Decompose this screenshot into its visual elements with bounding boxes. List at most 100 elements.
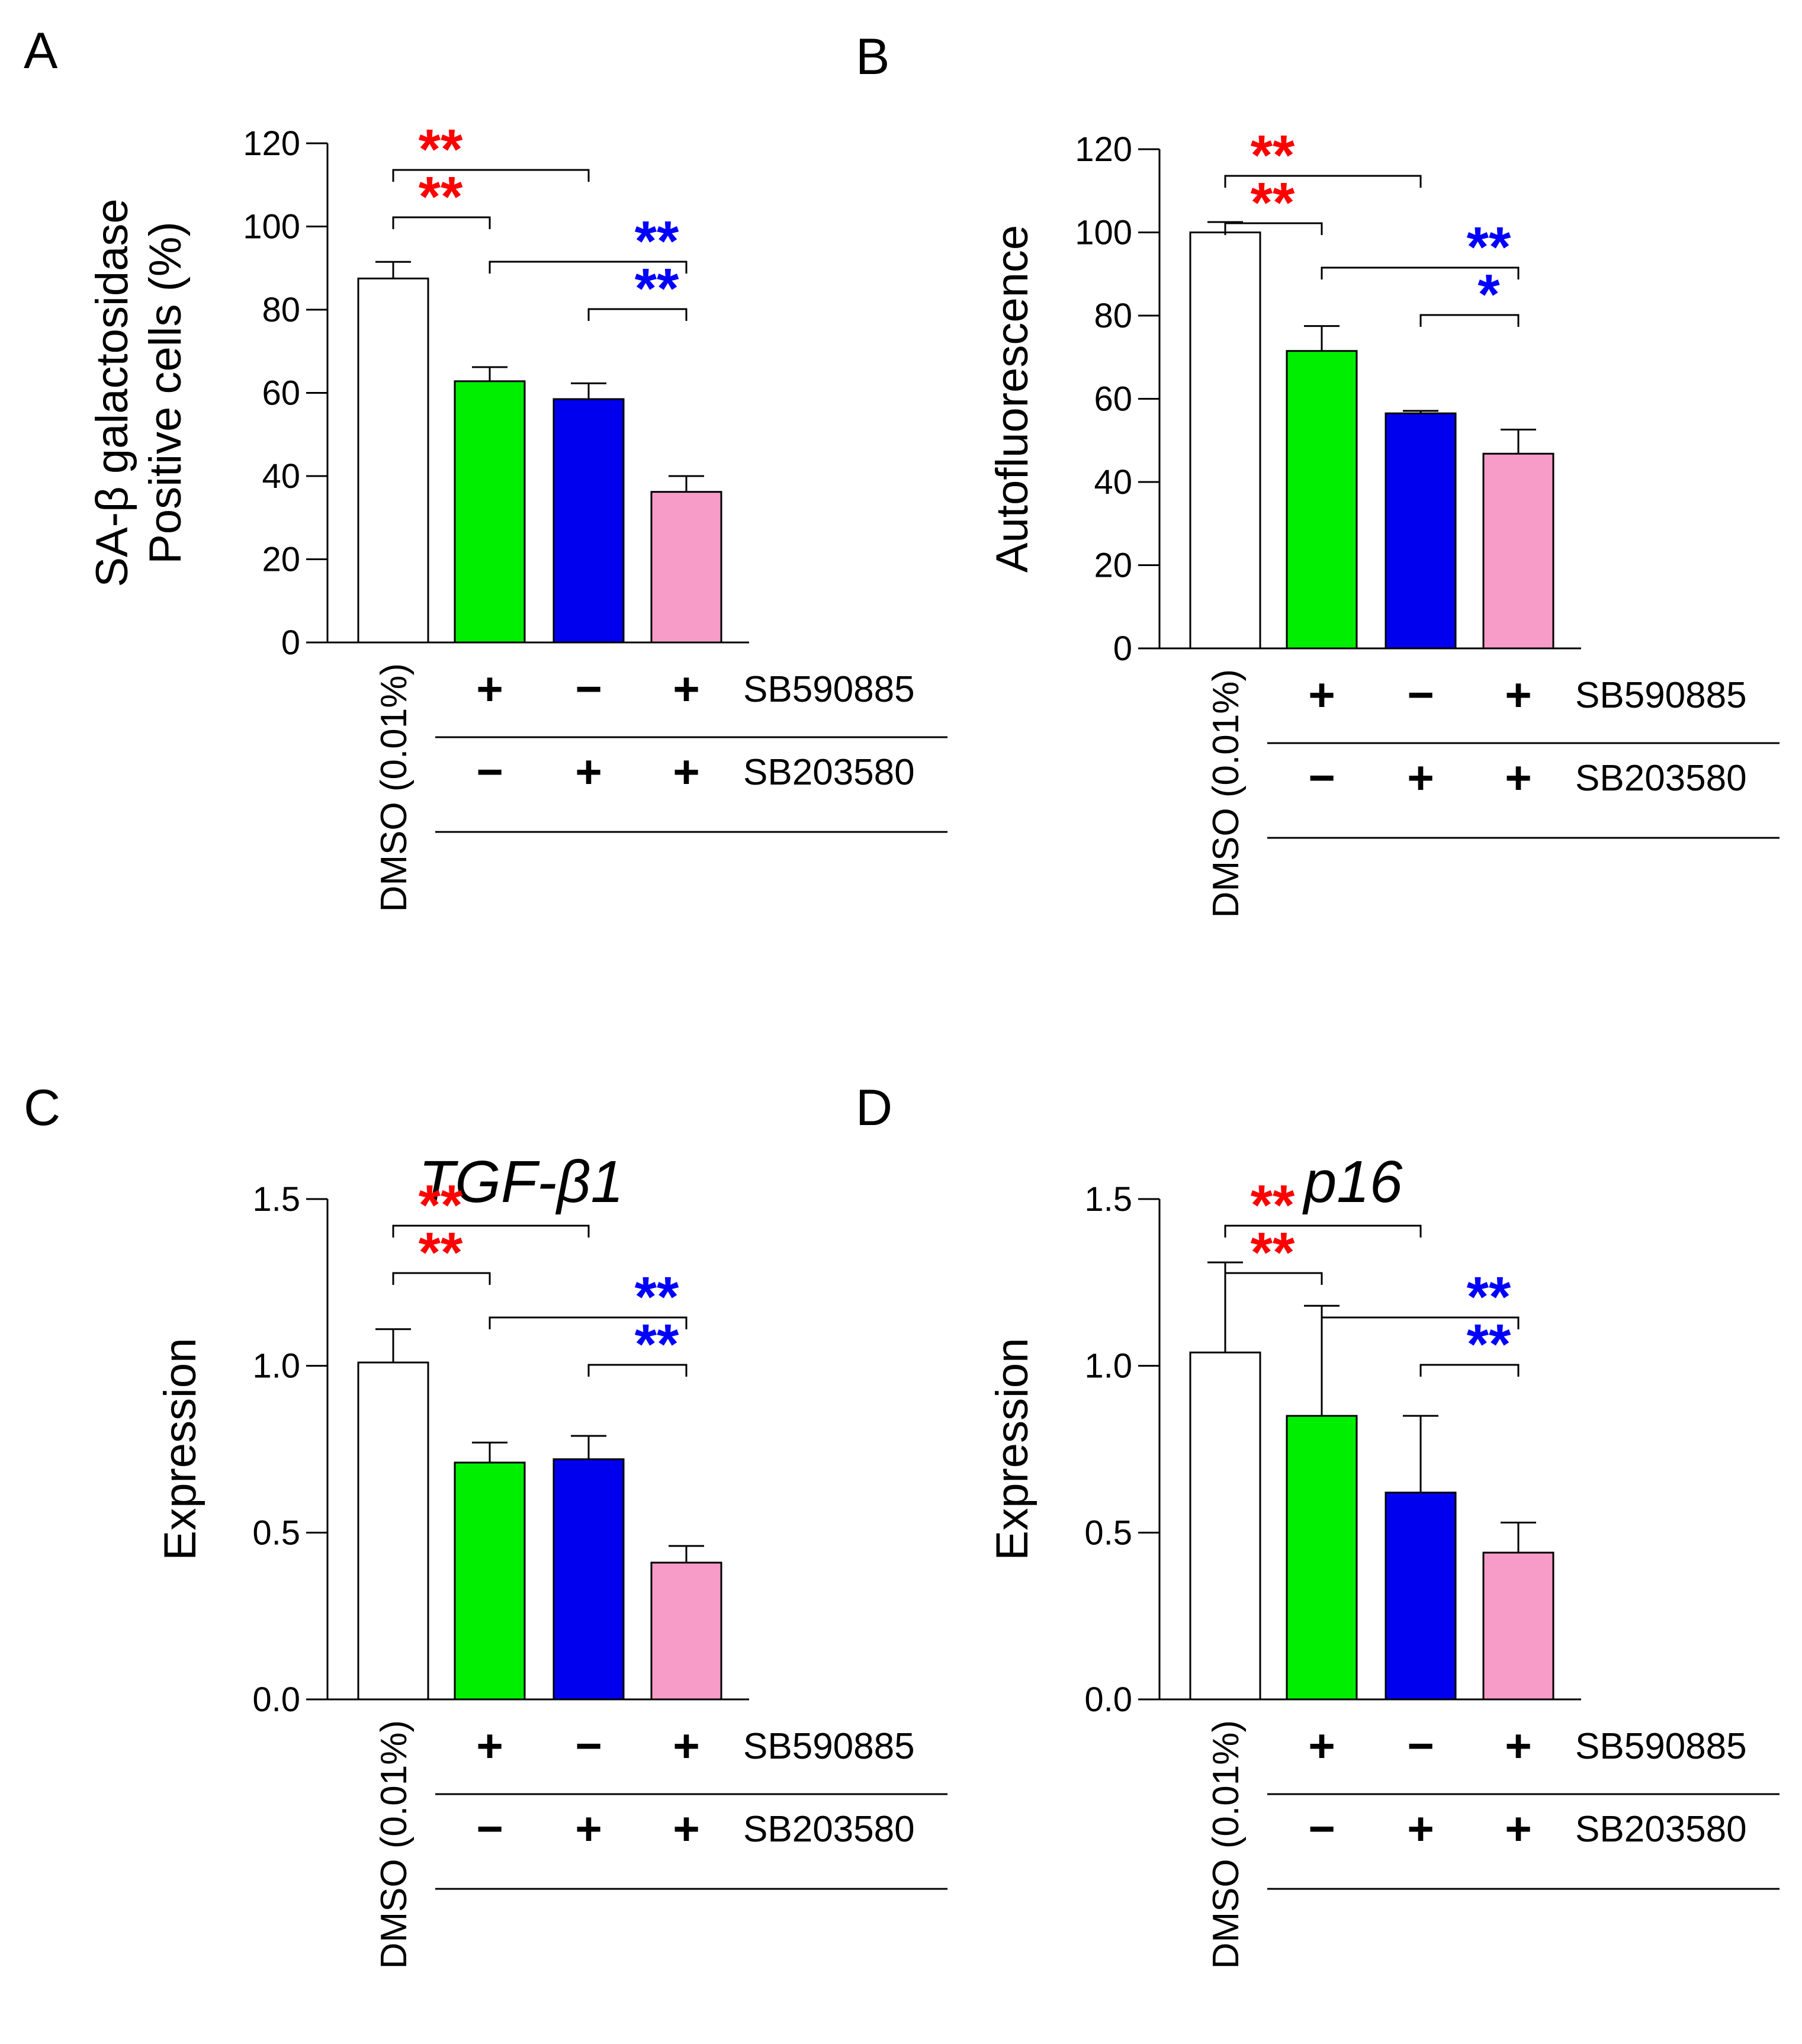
- significance-label: **: [419, 118, 463, 181]
- sb590885-label: SB590885: [743, 669, 915, 710]
- y-axis-label: Positive cells (%): [140, 221, 191, 564]
- sb203580-sign: −: [476, 745, 503, 798]
- bar-2: [1286, 350, 1358, 650]
- bar-4: [650, 1561, 722, 1701]
- significance-bracket: [392, 1272, 491, 1285]
- panel-label: A: [24, 23, 58, 79]
- sb203580-label: SB203580: [743, 1809, 915, 1850]
- y-tick-label: 1.0: [252, 1347, 300, 1386]
- panel-a: A 0 20 40 60 80 100 120 SA-β galactosidase Positi…: [24, 23, 947, 912]
- y-tick-label: 60: [1094, 380, 1132, 419]
- bar-1: [1189, 1351, 1261, 1701]
- dmso-label: DMSO (0.01%): [1206, 669, 1247, 918]
- significance-label: **: [635, 210, 679, 273]
- significance-bracket: [1419, 1364, 1520, 1377]
- significance-bracket: [489, 261, 688, 274]
- significance-label: **: [1251, 171, 1295, 234]
- significance-bracket: [587, 308, 688, 321]
- panel-c: CTGF-β10.00.51.01.5Expression********DMS…: [24, 1079, 947, 1969]
- bar-4: [1482, 1551, 1554, 1701]
- sb590885-sign: +: [1505, 669, 1532, 721]
- sb203580-sign: +: [1407, 751, 1434, 804]
- bar-3: [553, 1458, 625, 1701]
- y-tick-label: 60: [262, 374, 300, 413]
- sb590885-sign: −: [575, 1720, 602, 1772]
- y-tick-label: 1.5: [252, 1180, 300, 1219]
- y-axis-label: SA-β galactosidase: [87, 198, 137, 587]
- significance-label: **: [635, 257, 679, 320]
- sb590885-sign: +: [1505, 1720, 1532, 1772]
- y-tick-label: 0.0: [1084, 1680, 1132, 1719]
- significance-label: *: [1477, 263, 1500, 326]
- y-tick-label: 80: [1094, 297, 1132, 335]
- sb203580-label: SB203580: [743, 752, 915, 793]
- dmso-label: DMSO (0.01%): [1206, 1720, 1247, 1969]
- sb590885-sign: −: [1407, 669, 1434, 721]
- y-tick-label: 0: [281, 624, 300, 662]
- significance-label: **: [635, 1265, 679, 1329]
- panel-label: C: [24, 1079, 60, 1136]
- significance-label: **: [419, 1221, 463, 1284]
- y-tick-label: 100: [1075, 214, 1132, 252]
- bar-2: [454, 1461, 526, 1701]
- significance-label: **: [1251, 124, 1295, 187]
- bar-2: [1286, 1415, 1358, 1701]
- y-tick-label: 40: [1094, 463, 1132, 502]
- significance-bracket: [1224, 175, 1422, 188]
- significance-bracket: [1224, 1272, 1323, 1285]
- y-tick-label: 100: [243, 208, 300, 246]
- bar-3: [1385, 412, 1457, 650]
- bar-1: [357, 277, 429, 644]
- sb203580-sign: +: [1407, 1802, 1434, 1855]
- significance-label: **: [419, 1174, 463, 1237]
- bar-1: [1189, 232, 1261, 650]
- bar-3: [553, 398, 625, 644]
- sb203580-sign: −: [1308, 1802, 1335, 1855]
- sb590885-sign: −: [575, 663, 602, 715]
- significance-bracket: [392, 169, 590, 182]
- y-tick-label: 0: [1113, 629, 1132, 668]
- bar-1: [357, 1361, 429, 1701]
- chart-title: TGF-β1: [419, 1149, 624, 1215]
- bar-2: [454, 380, 526, 644]
- significance-label: **: [1251, 1221, 1295, 1284]
- panel-label: B: [856, 28, 889, 85]
- significance-bracket: [392, 216, 491, 229]
- y-axis-label: Autofluorescence: [987, 225, 1037, 573]
- sb590885-label: SB590885: [743, 1726, 915, 1767]
- y-tick-label: 20: [1094, 547, 1132, 585]
- y-tick-label: 0.5: [252, 1513, 300, 1552]
- sb590885-sign: +: [673, 1720, 700, 1772]
- bar-4: [650, 491, 722, 644]
- significance-label: **: [419, 165, 463, 229]
- sb203580-label: SB203580: [1575, 1809, 1747, 1850]
- sb203580-sign: −: [476, 1802, 503, 1855]
- significance-bracket: [1419, 314, 1520, 327]
- significance-bracket: [1321, 266, 1520, 279]
- sb203580-sign: −: [1308, 751, 1335, 804]
- significance-bracket: [1224, 1225, 1422, 1238]
- sb590885-sign: +: [476, 663, 503, 715]
- sb203580-sign: +: [575, 745, 602, 798]
- sb590885-label: SB590885: [1575, 1726, 1747, 1767]
- sb203580-sign: +: [673, 745, 700, 798]
- y-tick-label: 40: [262, 457, 300, 496]
- sb590885-sign: −: [1407, 1720, 1434, 1772]
- chart-title: p16: [1302, 1149, 1403, 1215]
- y-tick-label: 120: [243, 124, 300, 163]
- dmso-label: DMSO (0.01%): [374, 663, 415, 912]
- sb203580-sign: +: [1505, 751, 1532, 804]
- y-tick-label: 20: [262, 541, 300, 579]
- significance-bracket: [489, 1316, 688, 1329]
- sb590885-sign: +: [673, 663, 700, 715]
- y-axis-label: Expression: [987, 1338, 1037, 1561]
- y-tick-label: 1.5: [1084, 1180, 1132, 1219]
- panel-b: B020406080100120Autofluorescence*******D…: [856, 28, 1779, 918]
- significance-bracket: [587, 1364, 688, 1377]
- bar-4: [1482, 452, 1554, 650]
- significance-bracket: [1224, 222, 1323, 235]
- significance-label: **: [1251, 1174, 1295, 1237]
- sb203580-sign: +: [1505, 1802, 1532, 1855]
